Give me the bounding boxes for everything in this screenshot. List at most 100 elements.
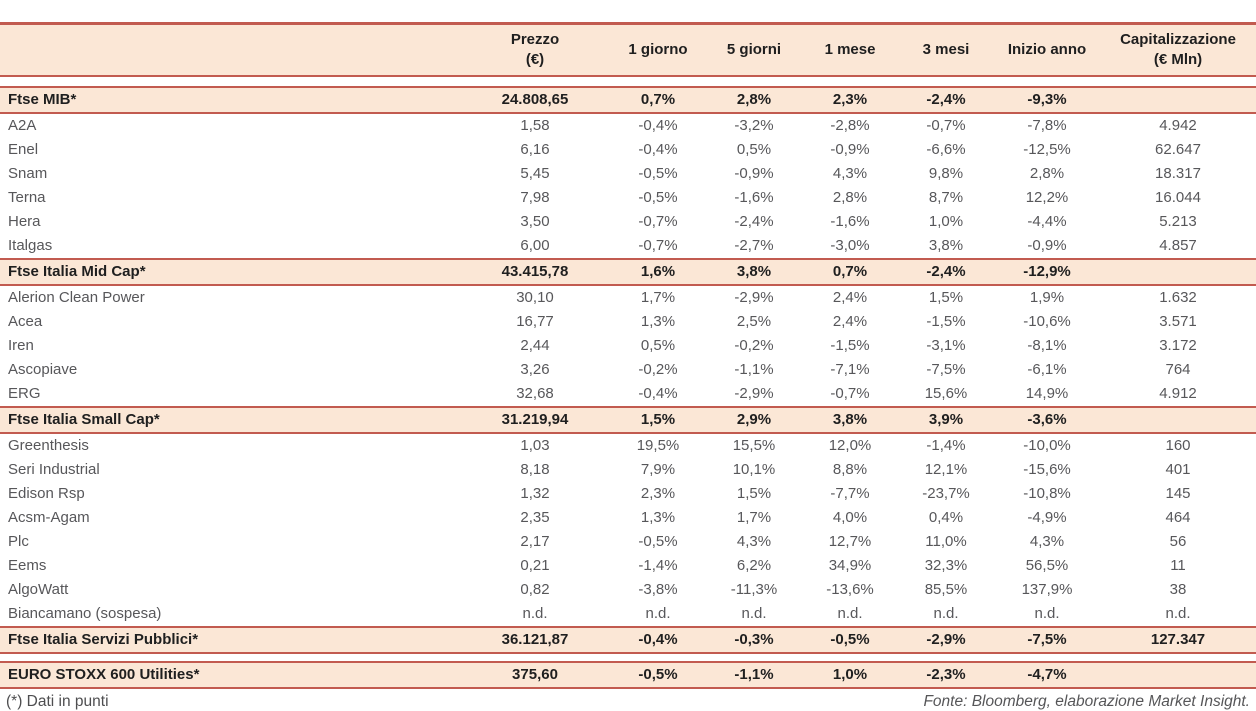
row-value: 12,2% <box>1025 188 1069 206</box>
row-label: Greenthesis <box>8 436 89 454</box>
row-value: -0,3% <box>734 630 774 648</box>
row-value: -2,9% <box>734 384 774 402</box>
row-value: n.d. <box>837 604 863 622</box>
footnote-dati-in-punti: (*) Dati in punti <box>6 692 109 710</box>
header-cell-capitalizzazione: Capitalizzazione (€ Mln) <box>1100 30 1256 70</box>
row-value: 24.808,65 <box>501 90 569 108</box>
row-value: 1,32 <box>520 484 550 502</box>
row-value: -0,2% <box>734 336 774 354</box>
row-value: -2,8% <box>830 116 870 134</box>
row-value: n.d. <box>645 604 671 622</box>
row-value: 2,44 <box>520 336 550 354</box>
row-label: Ftse MIB* <box>8 90 77 108</box>
row-label: ERG <box>8 384 41 402</box>
row-value: 2,9% <box>736 410 772 428</box>
row-value: -2,7% <box>734 236 774 254</box>
row-label: Ascopiave <box>8 360 78 378</box>
header-cell-inizio-anno: Inizio anno <box>994 30 1100 70</box>
row-value: 3.571 <box>1159 312 1197 330</box>
table-row: Edison Rsp 1,32 2,3% 1,5% -7,7% -23,7% -10,8% 1… <box>0 481 1256 506</box>
row-value: 2,8% <box>1029 164 1065 182</box>
table-row: Greenthesis 1,03 19,5% 15,5% 12,0% -1,4% -10,0… <box>0 433 1256 458</box>
row-value <box>1100 663 1256 687</box>
row-value: 34,9% <box>828 556 872 574</box>
row-value: 1,5% <box>928 288 964 306</box>
row-value: 56 <box>1169 532 1187 550</box>
row-value: 19,5% <box>636 436 680 454</box>
row-value: -0,4% <box>638 630 678 648</box>
source-note: Fonte: Bloomberg, elaborazione Market In… <box>923 692 1250 710</box>
row-value: 16,77 <box>516 312 554 330</box>
row-label: Terna <box>8 188 46 206</box>
row-value: 1,6% <box>640 262 676 280</box>
row-value: 7,98 <box>520 188 550 206</box>
row-value: 6,16 <box>520 140 550 158</box>
row-value: -0,7% <box>830 384 870 402</box>
row-value: 145 <box>1165 484 1191 502</box>
row-value: -3,1% <box>926 336 966 354</box>
row-value: 8,8% <box>832 460 868 478</box>
row-value: -3,8% <box>638 580 678 598</box>
row-value: 0,5% <box>640 336 676 354</box>
row-value: 0,82 <box>520 580 550 598</box>
row-value: 38 <box>1169 580 1187 598</box>
row-value: 56,5% <box>1025 556 1069 574</box>
row-value: -3,0% <box>830 236 870 254</box>
row-value: -4,9% <box>1027 508 1067 526</box>
row-value <box>1100 88 1256 112</box>
row-value: -2,4% <box>926 90 966 108</box>
row-value: 1,7% <box>736 508 772 526</box>
header-cell-name <box>0 30 460 70</box>
row-value: 3.172 <box>1159 336 1197 354</box>
row-value: -12,9% <box>1023 262 1071 280</box>
header-label: Prezzo <box>510 31 560 48</box>
row-label: Acea <box>8 312 43 330</box>
row-value: 18.317 <box>1155 164 1201 182</box>
row-value: 5,45 <box>520 164 550 182</box>
row-value: -1,4% <box>926 436 966 454</box>
row-value: 8,18 <box>520 460 550 478</box>
row-value: 0,7% <box>640 90 676 108</box>
row-value: 32,3% <box>924 556 968 574</box>
row-value: 1,58 <box>520 116 550 134</box>
row-value: -0,4% <box>638 116 678 134</box>
row-value: 43.415,78 <box>501 262 569 280</box>
row-value: 1,5% <box>640 410 676 428</box>
row-value: -7,5% <box>926 360 966 378</box>
row-label: Enel <box>8 140 39 158</box>
table-row: Snam 5,45 -0,5% -0,9% 4,3% 9,8% 2,8% 18.317 <box>0 161 1256 186</box>
row-value: -0,7% <box>638 212 678 230</box>
row-value: -0,9% <box>830 140 870 158</box>
row-value: 1,3% <box>640 312 676 330</box>
table-row: ERG 32,68 -0,4% -2,9% -0,7% 15,6% 14,9% 4.912 <box>0 381 1256 406</box>
table-row: Hera 3,50 -0,7% -2,4% -1,6% 1,0% -4,4% 5.213 <box>0 209 1256 234</box>
row-value: 11,0% <box>925 532 967 550</box>
header-cell-1-giorno: 1 giorno <box>610 30 706 70</box>
row-label: Ftse Italia Small Cap* <box>8 410 160 428</box>
table-row: Ftse Italia Servizi Pubblici* 36.121,87 -0… <box>0 625 1256 654</box>
row-value: -6,1% <box>1027 360 1067 378</box>
row-value: 1,0% <box>832 665 868 683</box>
row-value: -2,9% <box>926 630 966 648</box>
row-value: -0,9% <box>1027 236 1067 254</box>
row-value: 1.632 <box>1159 288 1197 306</box>
row-value: -2,4% <box>734 212 774 230</box>
row-value: -10,8% <box>1023 484 1071 502</box>
row-value: -10,0% <box>1023 436 1071 454</box>
header-cell-5-giorni: 5 giorni <box>706 30 802 70</box>
row-value: 3,50 <box>520 212 550 230</box>
row-value: 764 <box>1165 360 1191 378</box>
row-value: -9,3% <box>1027 90 1067 108</box>
row-value: 1,5% <box>736 484 772 502</box>
row-value: 4,3% <box>1029 532 1065 550</box>
row-value: -7,8% <box>1027 116 1067 134</box>
table-row: Ftse Italia Mid Cap* 43.415,78 1,6% 3,8% 0,7… <box>0 257 1256 286</box>
table-row: Enel 6,16 -0,4% 0,5% -0,9% -6,6% -12,5% 62.647 <box>0 137 1256 162</box>
row-value: 1,03 <box>520 436 550 454</box>
row-label: Plc <box>8 532 29 550</box>
header-label: 3 mesi <box>922 40 970 58</box>
row-value: 5.213 <box>1159 212 1197 230</box>
row-value: 127.347 <box>1150 630 1206 648</box>
row-value: 3,26 <box>520 360 550 378</box>
table-row: A2A 1,58 -0,4% -3,2% -2,8% -0,7% -7,8% 4.942 <box>0 113 1256 138</box>
